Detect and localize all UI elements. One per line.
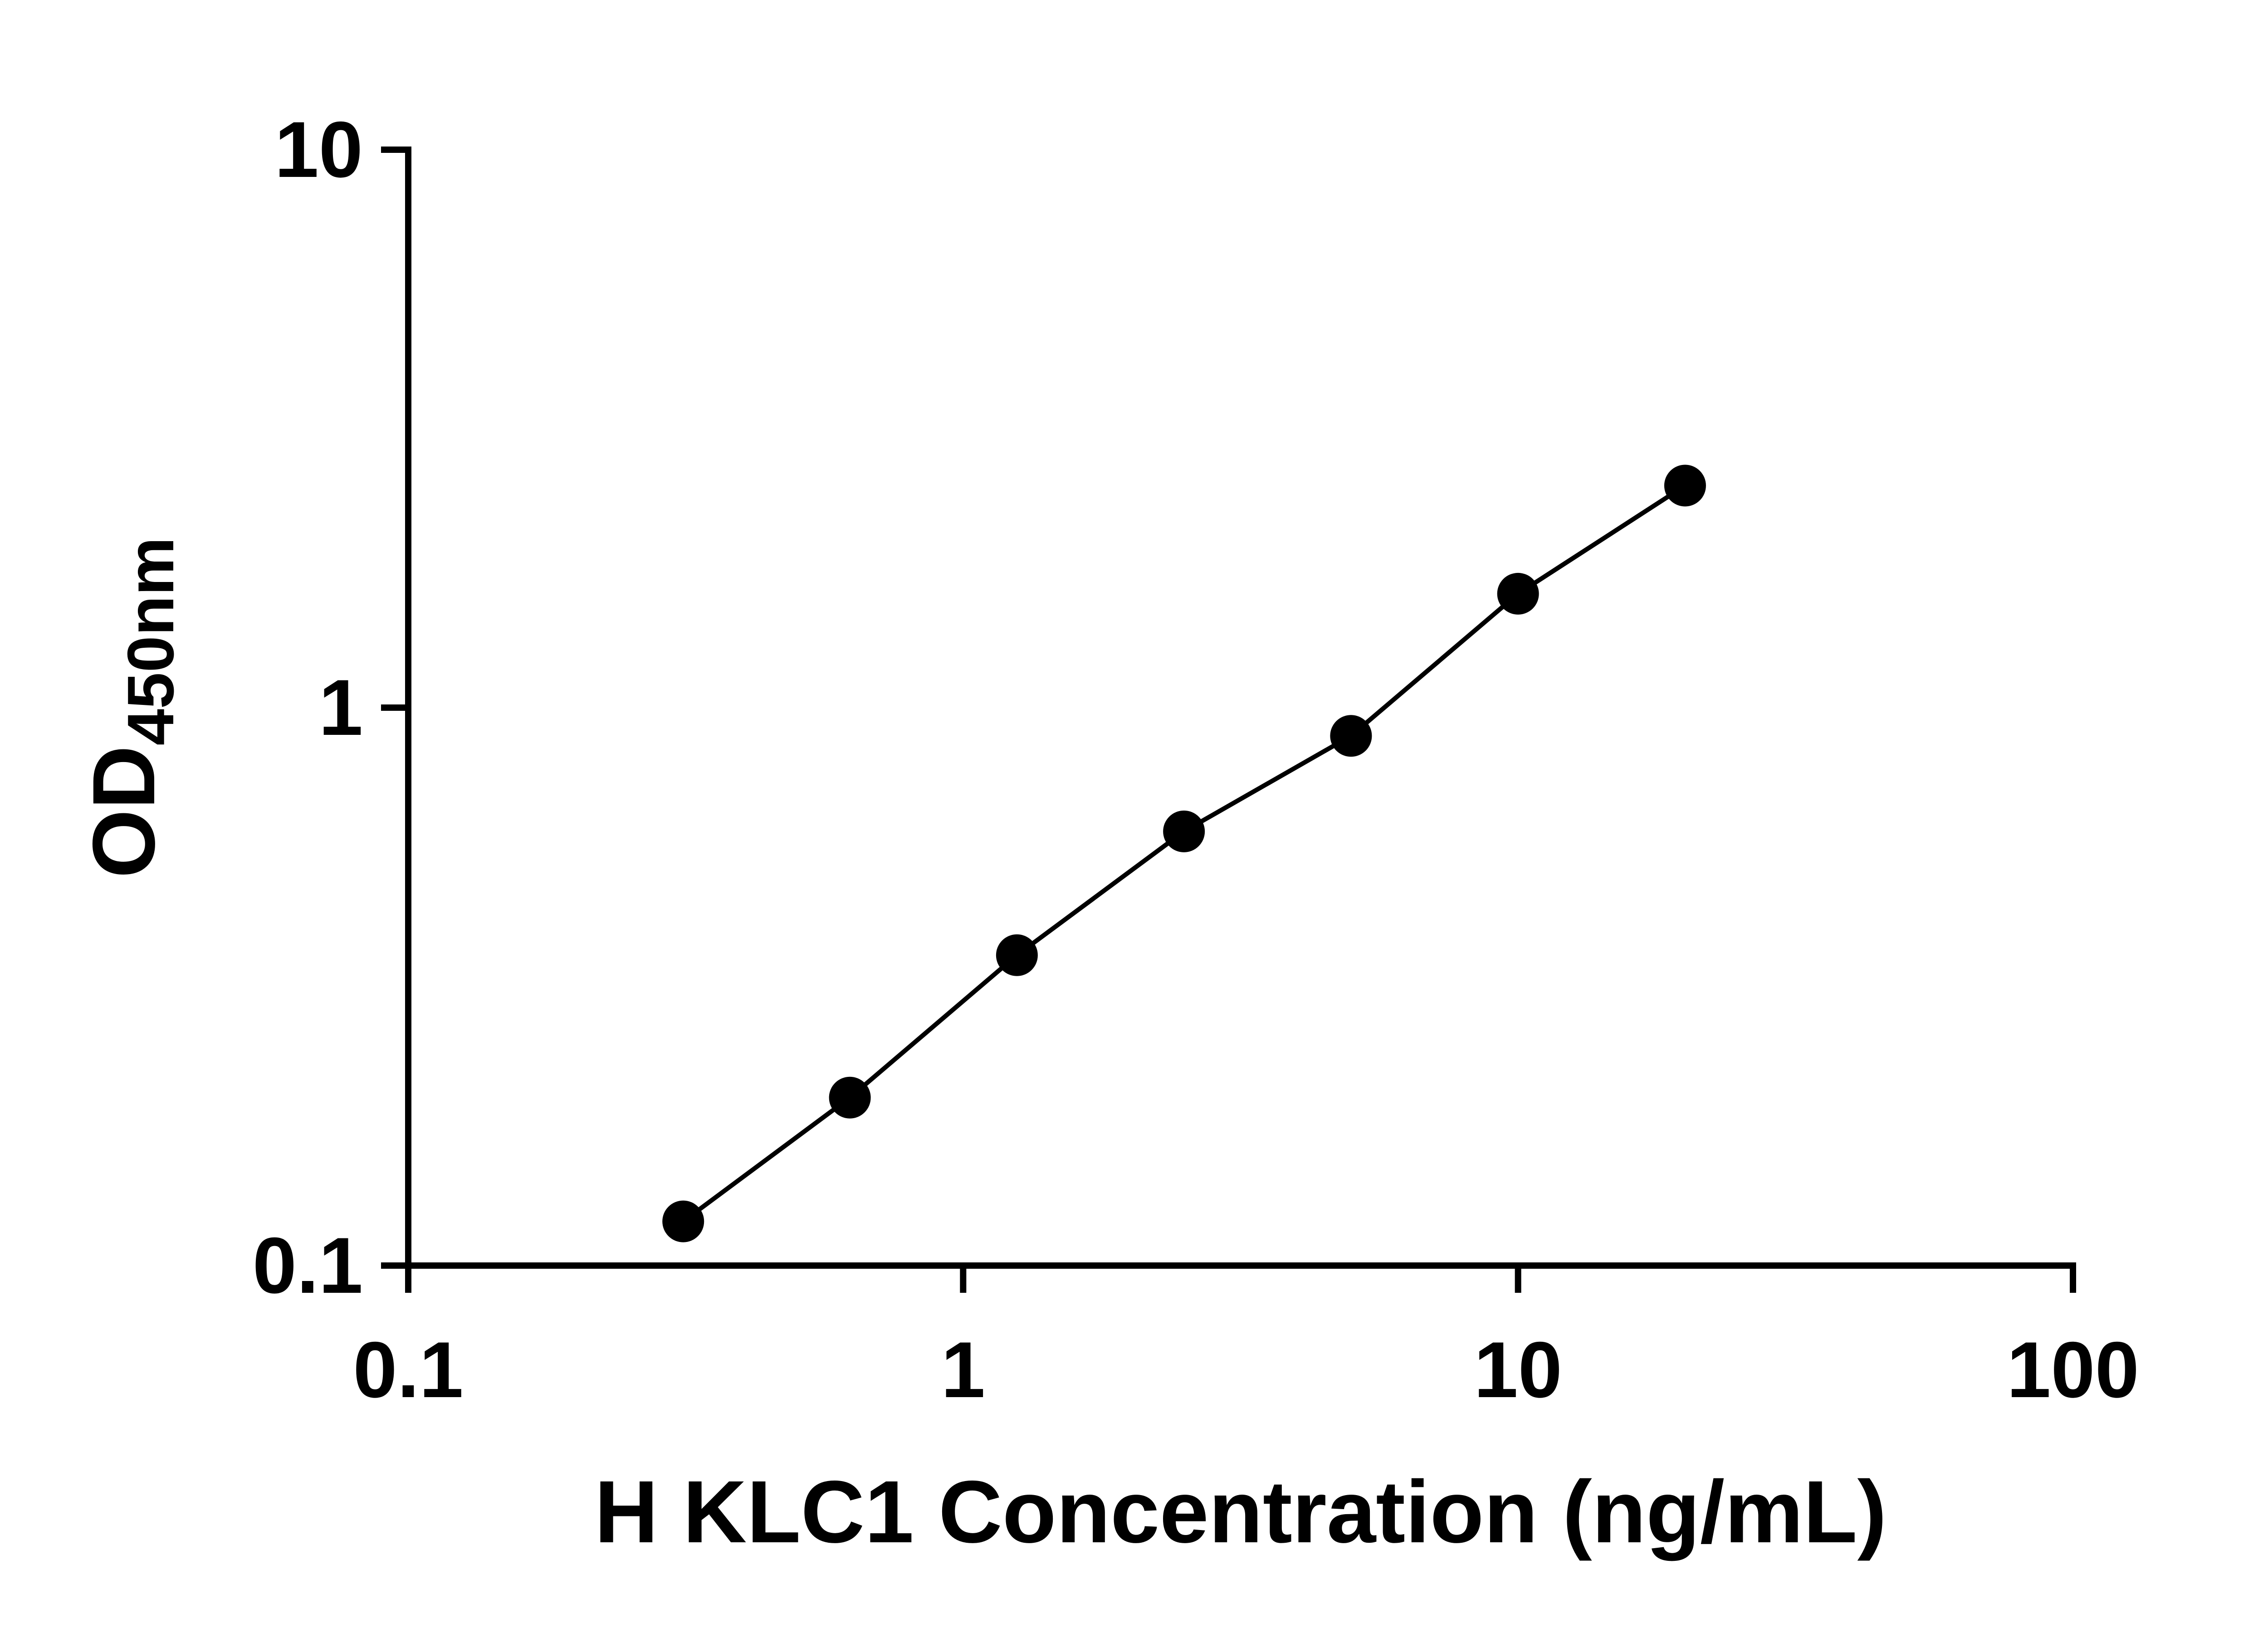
y-axis-title-subscript: 450nm bbox=[114, 537, 187, 745]
x-axis-tick-label: 100 bbox=[2007, 1326, 2139, 1414]
data-point bbox=[662, 1200, 704, 1242]
y-axis-title: OD450nm bbox=[74, 537, 187, 878]
data-point bbox=[829, 1076, 871, 1119]
y-axis-title-main: OD bbox=[74, 745, 173, 878]
x-axis-title: H KLC1 Concentration (ng/mL) bbox=[594, 1462, 1887, 1561]
x-axis-tick-label: 1 bbox=[941, 1326, 985, 1414]
y-axis-tick-label: 0.1 bbox=[253, 1222, 363, 1310]
data-point bbox=[1497, 572, 1539, 615]
y-axis-tick-label: 10 bbox=[274, 106, 363, 194]
data-point bbox=[1664, 464, 1706, 507]
axis-lines bbox=[405, 147, 2076, 1269]
data-point bbox=[1330, 715, 1372, 757]
data-point bbox=[996, 934, 1038, 976]
x-axis-tick-label: 10 bbox=[1474, 1326, 1562, 1414]
x-axis-tick-label: 0.1 bbox=[353, 1326, 463, 1414]
y-axis-tick-label: 1 bbox=[319, 664, 363, 752]
data-point bbox=[1163, 810, 1205, 852]
plot-dynamic-layer: 0.1 1 10 100 0.1 1 10 bbox=[253, 106, 2139, 1414]
